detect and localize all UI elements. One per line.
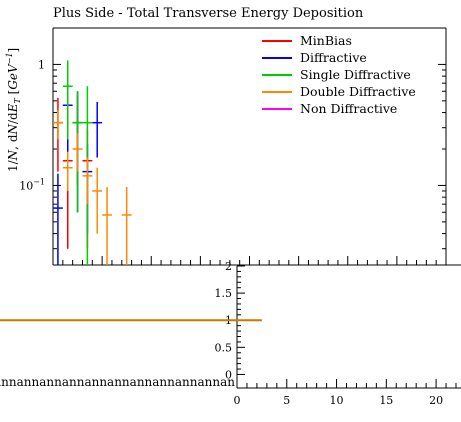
main-y-ticks: 1 10−1 <box>19 27 446 250</box>
y-axis-label-text: 1/N, dN/dET [GeV−1] <box>5 48 22 172</box>
ratio-x-tick-label: 15 <box>379 394 393 407</box>
y-tick-label: 1 <box>38 58 45 71</box>
legend-label: Single Diffractive <box>300 67 411 82</box>
ratio-x-tick-label: 0 <box>234 394 241 407</box>
ratio-x-tick-label: 20 <box>429 394 443 407</box>
ratio-y-tick-label: 0 <box>225 368 232 381</box>
chart-title: Plus Side - Total Transverse Energy Depo… <box>53 6 364 21</box>
ratio-y-tick-label: 2 <box>225 260 232 273</box>
main-series <box>53 60 132 265</box>
ratio-x-tick-label: 10 <box>330 394 344 407</box>
ratio-x-tick-label: 5 <box>283 394 290 407</box>
ratio-x-ticks: 0 5 10 15 20 <box>234 379 457 407</box>
y-tick-label: 10−1 <box>19 177 45 192</box>
ratio-y-tick-label: 1.5 <box>215 287 233 300</box>
ratio-plot-frame <box>236 266 461 389</box>
legend-label: Diffractive <box>300 50 367 65</box>
main-x-ticks <box>52 256 447 265</box>
main-plot-frame <box>52 27 461 266</box>
legend-label: Double Diffractive <box>300 84 416 99</box>
legend-label: MinBias <box>300 33 352 48</box>
ratio-y-ticks: 00.511.52 <box>215 260 245 381</box>
legend-label: Non Diffractive <box>300 101 397 116</box>
y-axis-label: 1/N, dN/dET [GeV−1] <box>5 48 22 172</box>
series-double-diffractive <box>53 110 132 265</box>
legend: MinBias Diffractive Single Diffractive Doub… <box>262 33 416 116</box>
ratio-y-tick-label: 0.5 <box>215 341 233 354</box>
nan-tick-labels: nannannannannannannannannannannannan <box>0 375 235 389</box>
